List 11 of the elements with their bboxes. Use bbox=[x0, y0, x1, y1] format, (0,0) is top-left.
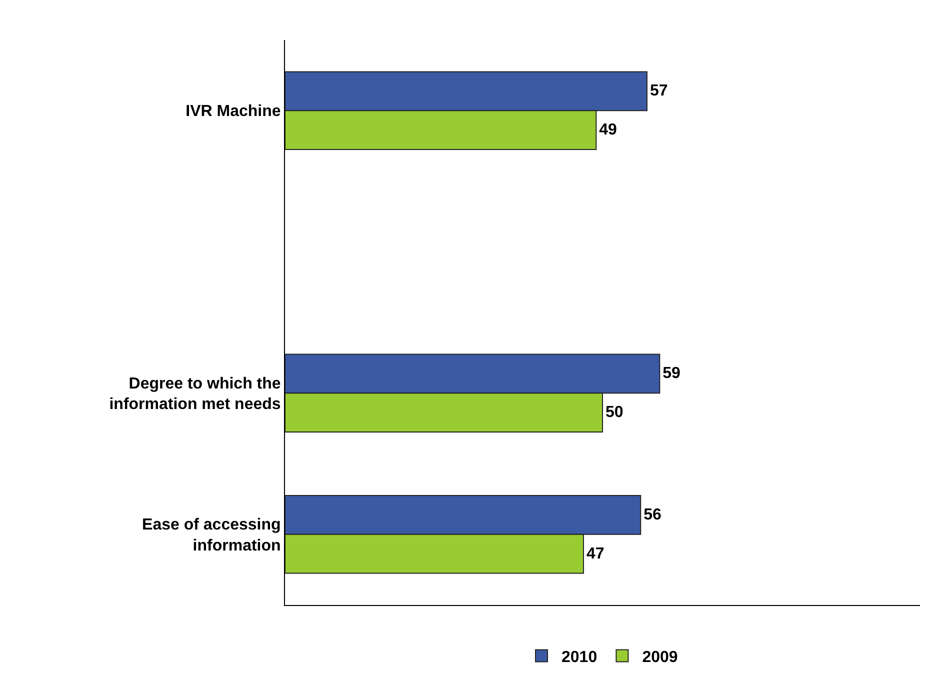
data-label: 50 bbox=[606, 404, 624, 422]
y-tick-label: Ease of accessing information bbox=[142, 516, 281, 554]
y-tick-label: IVR Machine bbox=[186, 103, 281, 120]
data-label: 57 bbox=[650, 82, 668, 100]
data-label: 59 bbox=[662, 365, 681, 382]
data-label: 56 bbox=[644, 506, 662, 524]
y-tick-label: Degree to which the information met needs bbox=[109, 375, 281, 414]
data-label: 49 bbox=[599, 122, 618, 139]
data-label: 47 bbox=[586, 545, 604, 562]
legend-label: 2010 bbox=[562, 649, 598, 666]
legend-label: 2009 bbox=[642, 649, 678, 666]
